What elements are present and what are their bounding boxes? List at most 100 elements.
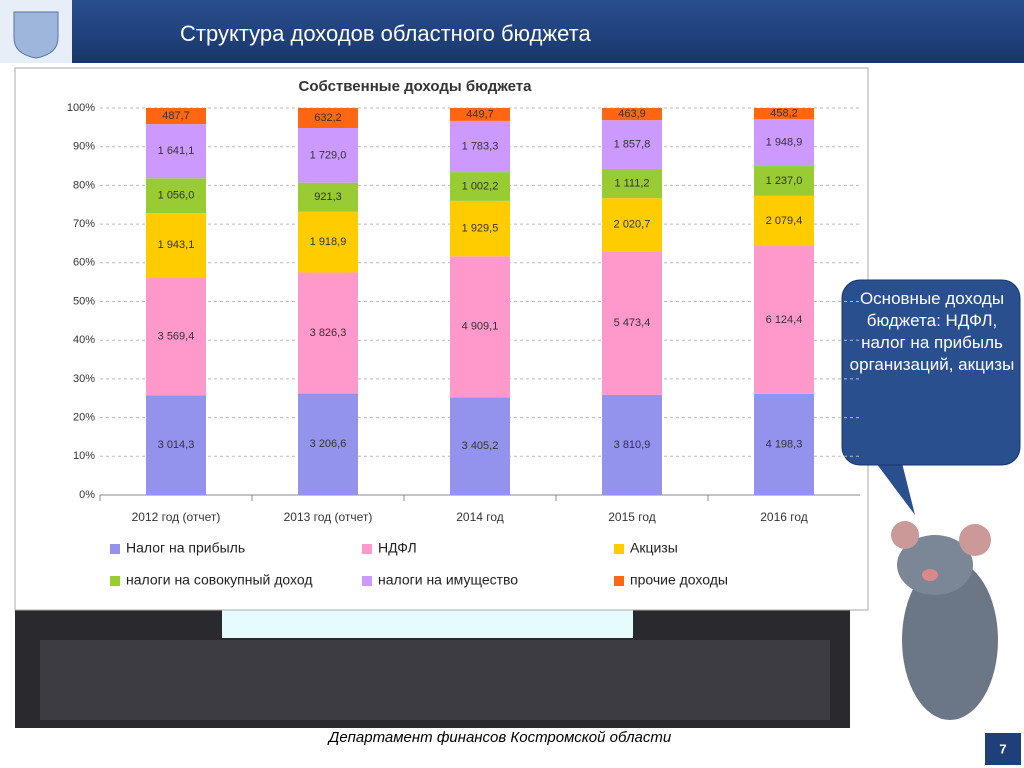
legend-label: прочие доходы [630, 572, 728, 588]
mouse-character [891, 521, 998, 720]
bar-segment [450, 397, 510, 495]
x-tick-label: 2016 год [760, 510, 808, 524]
data-label: 3 810,9 [614, 439, 651, 451]
x-tick-label: 2015 год [608, 510, 656, 524]
bar-segment [450, 108, 510, 121]
bar-segment [450, 172, 510, 201]
bar-segment [298, 272, 358, 394]
header-title: Структура доходов областного бюджета [180, 21, 591, 46]
y-tick-label: 70% [73, 218, 95, 230]
data-label: 1 002,2 [462, 180, 499, 192]
data-label: 3 014,3 [158, 439, 195, 451]
chart-frame [14, 67, 869, 611]
data-label: 5 473,4 [614, 317, 651, 329]
data-label: 458,2 [770, 107, 798, 119]
y-tick-label: 100% [67, 102, 95, 114]
data-label: 1 111,2 [614, 177, 649, 189]
bar-segment [298, 393, 358, 495]
bar-segment [754, 195, 814, 247]
data-label: 6 124,4 [766, 314, 803, 326]
bar-segment [602, 120, 662, 169]
bar-segment [298, 182, 358, 212]
logo [13, 11, 59, 59]
chart-title: Собственные доходы бюджета [299, 78, 533, 95]
y-tick-label: 0% [79, 489, 95, 501]
x-tick-label: 2012 год (отчет) [132, 510, 221, 524]
data-label: 487,7 [162, 110, 190, 122]
data-label: 1 948,9 [766, 136, 803, 148]
y-tick-label: 60% [73, 257, 95, 269]
bar-segment [146, 108, 206, 125]
y-tick-label: 40% [73, 334, 95, 346]
data-label: 921,3 [314, 191, 342, 203]
bar-segment [298, 211, 358, 273]
y-tick-label: 80% [73, 179, 95, 191]
bar-segment [754, 246, 814, 394]
data-label: 1 056,0 [158, 190, 195, 202]
callout-box [841, 279, 1021, 466]
data-label: 1 918,9 [310, 236, 347, 248]
callout-tail [870, 455, 915, 515]
legend-swatch [110, 544, 120, 554]
legend-swatch [614, 544, 624, 554]
y-tick-label: 30% [73, 373, 95, 385]
page-number: 7 [999, 741, 1006, 756]
bar-segment [602, 198, 662, 252]
data-label: 3 206,6 [310, 438, 347, 450]
bar-segment [146, 178, 206, 214]
bar-segment [450, 256, 510, 398]
bar-segment [146, 395, 206, 495]
data-label: 2 079,4 [766, 215, 803, 227]
bar-segment [602, 108, 662, 121]
page-box [985, 733, 1021, 765]
bar-segment [146, 277, 206, 396]
bar-segment [754, 393, 814, 495]
legend-swatch [362, 544, 372, 554]
legend-label: налоги на совокупный доход [126, 572, 313, 588]
y-tick-label: 50% [73, 295, 95, 307]
data-label: 1 929,5 [462, 222, 499, 234]
keys [40, 640, 830, 720]
bar-segment [602, 394, 662, 495]
bar-segment [146, 124, 206, 179]
data-label: 1 237,0 [766, 175, 803, 187]
data-label: 4 198,3 [766, 438, 803, 450]
data-label: 3 569,4 [158, 330, 195, 342]
x-tick-label: 2014 год [456, 510, 504, 524]
data-label: 632,2 [314, 112, 342, 124]
x-tick-label: 2013 год (отчет) [284, 510, 373, 524]
data-label: 1 729,0 [310, 149, 347, 161]
data-label: 463,9 [618, 108, 646, 120]
data-label: 3 405,2 [462, 440, 499, 452]
bar-segment [754, 108, 814, 120]
bar-segment [450, 120, 510, 173]
screen-area [222, 608, 633, 638]
legend-swatch [362, 576, 372, 586]
y-tick-label: 20% [73, 412, 95, 424]
data-label: 1 857,8 [614, 138, 651, 150]
bar-segment [602, 168, 662, 199]
bar-segment [146, 213, 206, 278]
bar-segment [754, 166, 814, 196]
legend-label: налоги на имущество [378, 572, 518, 588]
data-label: 1 641,1 [158, 145, 195, 157]
legend-label: НДФЛ [378, 540, 417, 556]
legend-label: Акцизы [630, 540, 678, 556]
y-tick-label: 10% [73, 450, 95, 462]
legend-label: Налог на прибыль [126, 540, 245, 556]
bar-segment [450, 200, 510, 257]
data-label: 1 783,3 [462, 140, 499, 152]
y-tick-label: 90% [73, 141, 95, 153]
footer-text: Департамент финансов Костромской области [327, 729, 672, 746]
legend-swatch [110, 576, 120, 586]
bar-segment [602, 251, 662, 395]
bar-segment [754, 119, 814, 167]
data-label: 449,7 [466, 108, 494, 120]
data-label: 2 020,7 [614, 219, 651, 231]
data-label: 4 909,1 [462, 321, 499, 333]
data-label: 3 826,3 [310, 327, 347, 339]
bar-segment [298, 108, 358, 128]
bar-segment [298, 127, 358, 183]
